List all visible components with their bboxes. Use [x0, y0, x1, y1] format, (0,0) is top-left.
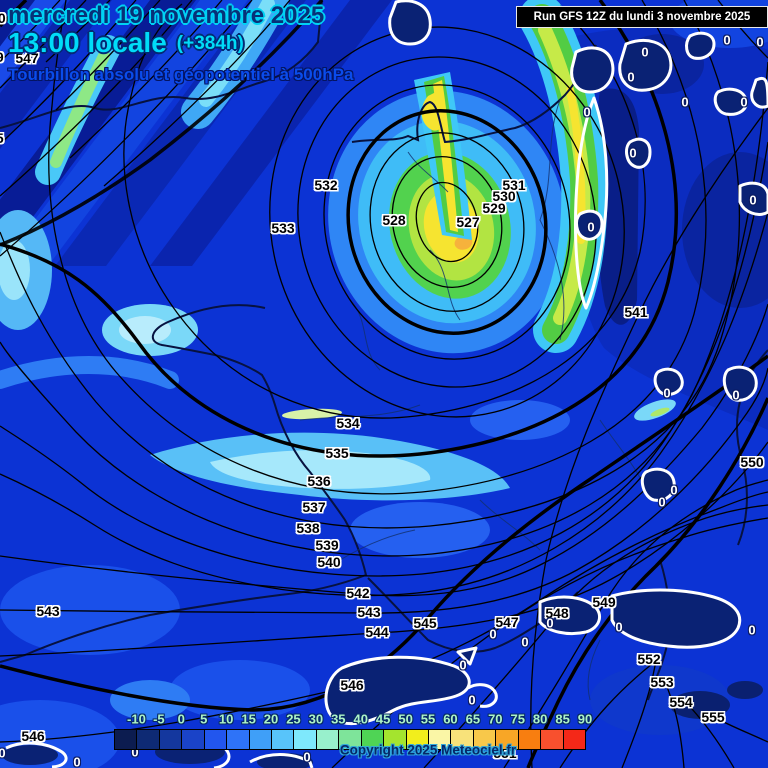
zero-vorticity-label: 0: [131, 744, 139, 760]
zero-vorticity-label: 0: [521, 634, 529, 650]
contour-label: 552: [637, 651, 661, 667]
contour-label: 542: [346, 585, 370, 601]
zero-vorticity-label: 0: [756, 34, 764, 50]
contour-label: 550: [0, 10, 6, 26]
contour-label: 532: [314, 177, 338, 193]
contour-label: 550: [740, 454, 764, 470]
zero-vorticity-label: 0: [740, 94, 748, 110]
forecast-time: 13:00 locale (+384h): [8, 27, 244, 59]
contour-label: 539: [315, 537, 339, 553]
contour-label: 529: [482, 200, 506, 216]
contour-label: 546: [21, 728, 45, 744]
contour-label: 535: [325, 445, 349, 461]
forecast-time-local: 13:00 locale: [8, 27, 167, 58]
zero-vorticity-label: 0: [303, 749, 311, 765]
zero-vorticity-label: 0: [732, 387, 740, 403]
zero-vorticity-label: 0: [627, 69, 635, 85]
zero-vorticity-label: 0: [73, 754, 81, 768]
contour-label: 527: [456, 214, 480, 230]
contour-label: 547: [495, 614, 519, 630]
zero-vorticity-label: 0: [663, 385, 671, 401]
contour-label: 541: [624, 304, 648, 320]
contour-label: 549: [592, 594, 616, 610]
contour-label: 543: [36, 603, 60, 619]
contour-label: 545: [413, 615, 437, 631]
copyright-link[interactable]: Copyright 2025 Meteociel.fr: [339, 742, 517, 758]
contour-label: 537: [302, 499, 326, 515]
contour-label: 543: [357, 604, 381, 620]
map-parameter-title: Tourbillon absolu et géopotentiel à 500h…: [8, 65, 354, 84]
zero-vorticity-label: 0: [670, 482, 678, 498]
borders-rivers: [299, 99, 651, 701]
contour-label: 536: [307, 473, 331, 489]
zero-vorticity-label: 0: [641, 44, 649, 60]
contour-label: 554: [669, 694, 693, 710]
zero-vorticity-label: 0: [749, 192, 757, 208]
zero-vorticity-label: 0: [459, 657, 467, 673]
contour-label: 545: [0, 130, 4, 146]
contour-label: 540: [317, 554, 341, 570]
contour-label: 531: [502, 177, 526, 193]
zero-vorticity-label: 0: [587, 219, 595, 235]
contour-label: 534: [336, 415, 360, 431]
zero-vorticity-label: 0: [615, 619, 623, 635]
zero-vorticity-label: 0: [489, 626, 497, 642]
contour-label: 547: [15, 50, 39, 66]
zero-vorticity-label: 0: [583, 104, 591, 120]
zero-vorticity-label: 0: [748, 622, 756, 638]
contour-label: 533: [271, 220, 295, 236]
zero-vorticity-label: 0: [546, 615, 554, 631]
zero-vorticity-label: 0: [468, 692, 476, 708]
contour-label: 528: [382, 212, 406, 228]
contour-label: 546: [340, 677, 364, 693]
zero-vorticity-label: 0: [658, 494, 666, 510]
model-run-info: Run GFS 12Z du lundi 3 novembre 2025: [516, 6, 768, 28]
zero-vorticity-label: 0: [723, 32, 731, 48]
forecast-offset: (+384h): [176, 33, 244, 54]
forecast-date: mercredi 19 novembre 2025: [8, 2, 325, 29]
contour-label: 553: [650, 674, 674, 690]
contour-label: 549: [0, 49, 4, 65]
contour-label: 530: [492, 188, 516, 204]
contour-label: 548: [545, 605, 569, 621]
zero-vorticity-label: 0: [629, 145, 637, 161]
zero-vorticity-label: 0: [681, 94, 689, 110]
contour-label: 555: [701, 709, 725, 725]
contour-label: 538: [296, 520, 320, 536]
zero-vorticity-label: 0: [0, 745, 6, 761]
contour-label: 544: [365, 624, 389, 640]
